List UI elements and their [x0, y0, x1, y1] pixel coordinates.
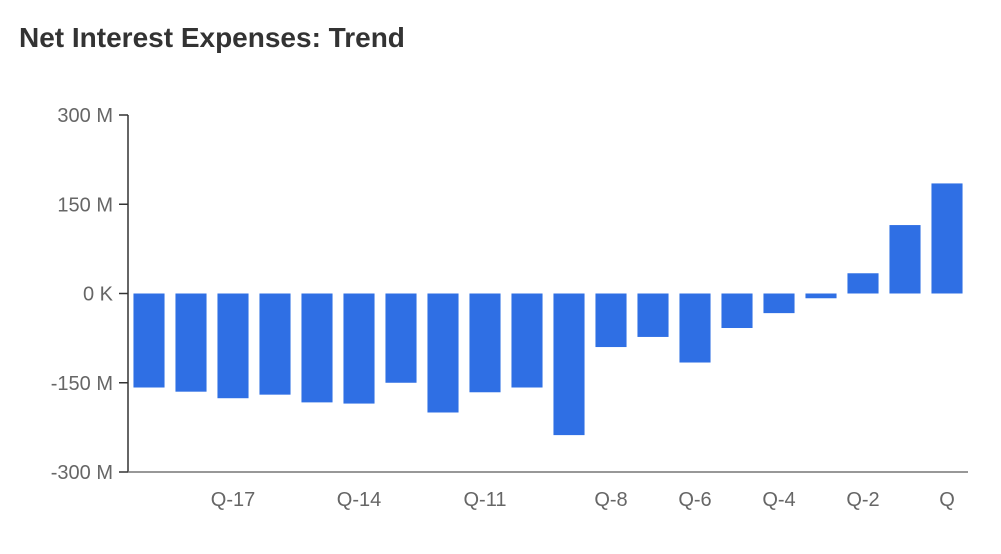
bar-q-6[interactable]: [679, 293, 711, 363]
x-tick-label: Q-4: [762, 489, 795, 511]
bar-q-3[interactable]: [805, 293, 837, 299]
bar-q-4[interactable]: [763, 293, 795, 314]
y-tick-label: 0 K: [83, 284, 114, 306]
bar-q-13[interactable]: [385, 293, 417, 383]
bar-q-14[interactable]: [343, 293, 375, 404]
bar-q-16[interactable]: [259, 293, 291, 395]
bar-q-9[interactable]: [553, 293, 585, 436]
bar-q-18[interactable]: [175, 293, 207, 392]
y-ticks-group: 300 M 150 M 0 K -150 M -300 M: [51, 105, 128, 484]
bar-q-12[interactable]: [427, 293, 459, 413]
bar-q-5[interactable]: [721, 293, 753, 329]
x-tick-label: Q-6: [678, 489, 711, 511]
x-tick-label: Q: [939, 489, 955, 511]
bar-q-15[interactable]: [301, 293, 333, 403]
x-tick-label: Q-17: [211, 489, 255, 511]
x-tick-label: Q-8: [594, 489, 627, 511]
x-tick-label: Q-14: [337, 489, 381, 511]
bar-q[interactable]: [931, 183, 963, 294]
bar-q-2[interactable]: [847, 273, 879, 294]
bar-q-19[interactable]: [133, 293, 165, 388]
axes-group: [127, 115, 968, 473]
bar-q-10[interactable]: [511, 293, 543, 388]
y-tick-label: 300 M: [57, 105, 113, 127]
bar-q-1[interactable]: [889, 225, 921, 294]
bars-group: [133, 183, 963, 436]
bar-q-11[interactable]: [469, 293, 501, 393]
bar-q-17[interactable]: [217, 293, 249, 399]
bar-q-7[interactable]: [637, 293, 669, 337]
x-tick-label: Q-11: [464, 489, 507, 511]
y-tick-label: -300 M: [51, 462, 113, 484]
chart-title: Net Interest Expenses: Trend: [19, 22, 405, 53]
y-tick-label: -150 M: [51, 373, 113, 395]
y-tick-label: 150 M: [57, 194, 113, 216]
bar-q-8[interactable]: [595, 293, 627, 348]
x-ticks-group: Q-17 Q-14 Q-11 Q-8 Q-6 Q-4 Q-2 Q: [211, 489, 955, 511]
x-tick-label: Q-2: [846, 489, 879, 511]
